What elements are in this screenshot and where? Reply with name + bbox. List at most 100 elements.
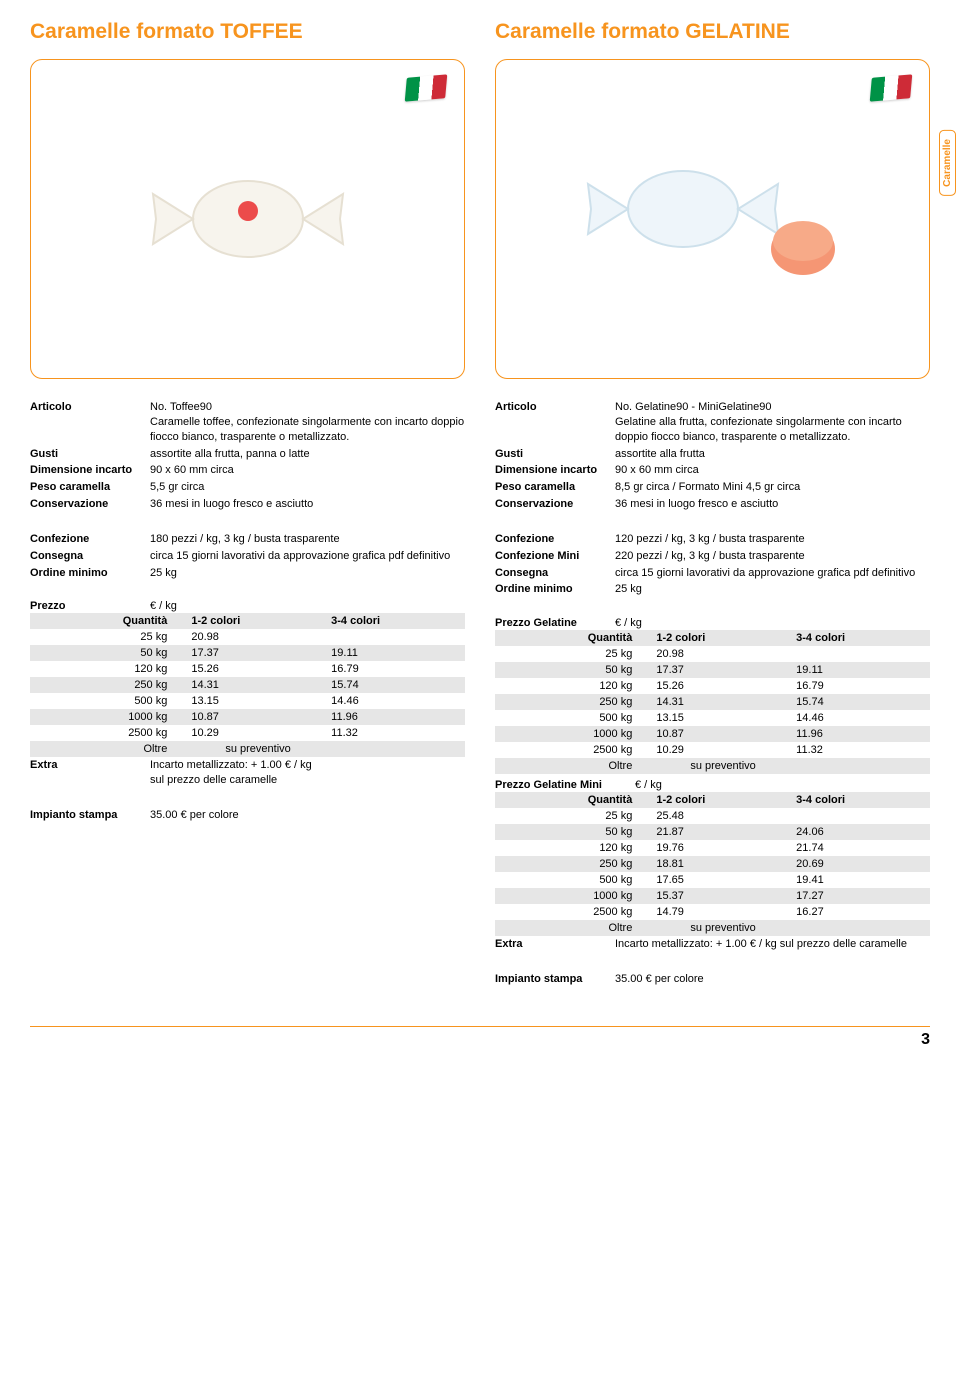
price-34: 14.46 xyxy=(790,710,930,726)
spec-value: 5,5 gr circa xyxy=(150,480,465,495)
price-table-header: 3-4 colori xyxy=(325,613,465,629)
price-34: 11.96 xyxy=(325,709,465,725)
right-price-mini-table: Quantità1-2 colori3-4 colori25 kg25.4850… xyxy=(495,792,930,936)
price-qty: 120 kg xyxy=(30,661,185,677)
spec-label: Conservazione xyxy=(30,497,150,512)
price-12: 10.29 xyxy=(185,725,325,741)
price-table-row: 25 kg20.98 xyxy=(30,629,465,645)
price-table-row: 500 kg17.6519.41 xyxy=(495,872,930,888)
price-12: 15.26 xyxy=(185,661,325,677)
price-table-row: 1000 kg10.8711.96 xyxy=(30,709,465,725)
price-12: 10.87 xyxy=(185,709,325,725)
page-number: 3 xyxy=(30,1026,930,1049)
price-34: 19.11 xyxy=(790,662,930,678)
impianto-label: Impianto stampa xyxy=(495,972,615,987)
spec-row: Confezione180 pezzi / kg, 3 kg / busta t… xyxy=(30,531,465,548)
price-table-header: Quantità xyxy=(495,792,650,808)
price-12: 17.37 xyxy=(650,662,790,678)
price-label: Prezzo xyxy=(30,600,150,612)
spec-value: 180 pezzi / kg, 3 kg / busta trasparente xyxy=(150,532,465,547)
spec-label: Articolo xyxy=(495,400,615,445)
spec-label: Peso caramella xyxy=(495,480,615,495)
price-table-row: 500 kg13.1514.46 xyxy=(495,710,930,726)
spec-label: Consegna xyxy=(30,549,150,564)
price-qty: Oltre xyxy=(495,758,650,774)
spec-row: Dimensione incarto90 x 60 mm circa xyxy=(30,462,465,479)
price-span: su preventivo xyxy=(650,920,930,936)
price-table-header: 1-2 colori xyxy=(185,613,325,629)
price-qty: 250 kg xyxy=(30,677,185,693)
right-specs-secondary: Confezione120 pezzi / kg, 3 kg / busta t… xyxy=(495,531,930,598)
price-table-row: 250 kg14.3115.74 xyxy=(495,694,930,710)
spec-row: ArticoloNo. Toffee90 Caramelle toffee, c… xyxy=(30,399,465,446)
spec-label: Consegna xyxy=(495,566,615,581)
right-product-image-box xyxy=(495,59,930,379)
price-34: 19.11 xyxy=(325,645,465,661)
price-qty: 2500 kg xyxy=(495,742,650,758)
price-34: 20.69 xyxy=(790,856,930,872)
price-qty: 25 kg xyxy=(495,646,650,662)
spec-row: Dimensione incarto90 x 60 mm circa xyxy=(495,462,930,479)
price-34: 11.32 xyxy=(325,725,465,741)
spec-row: Confezione120 pezzi / kg, 3 kg / busta t… xyxy=(495,531,930,548)
spec-value: 25 kg xyxy=(150,566,465,581)
price-table-row: 120 kg15.2616.79 xyxy=(495,678,930,694)
spec-row: Gustiassortite alla frutta xyxy=(495,446,930,463)
impianto-value: 35.00 € per colore xyxy=(615,972,930,987)
spec-value: No. Toffee90 Caramelle toffee, confezion… xyxy=(150,400,465,445)
spec-value: 36 mesi in luogo fresco e asciutto xyxy=(615,497,930,512)
left-specs-primary: ArticoloNo. Toffee90 Caramelle toffee, c… xyxy=(30,399,465,513)
price-qty: 50 kg xyxy=(30,645,185,661)
price-12: 18.81 xyxy=(650,856,790,872)
spec-row: Ordine minimo25 kg xyxy=(30,565,465,582)
spec-value: 36 mesi in luogo fresco e asciutto xyxy=(150,497,465,512)
price-12: 17.65 xyxy=(650,872,790,888)
price-12: 20.98 xyxy=(185,629,325,645)
price-34: 17.27 xyxy=(790,888,930,904)
price-34: 21.74 xyxy=(790,840,930,856)
price-table-header: 3-4 colori xyxy=(790,630,930,646)
price-mini-label: Prezzo Gelatine Mini xyxy=(495,779,635,791)
left-specs-secondary: Confezione180 pezzi / kg, 3 kg / busta t… xyxy=(30,531,465,582)
price-34: 24.06 xyxy=(790,824,930,840)
right-specs-primary: ArticoloNo. Gelatine90 - MiniGelatine90 … xyxy=(495,399,930,513)
price-label: Prezzo Gelatine xyxy=(495,617,615,629)
italy-flag-icon xyxy=(396,68,456,108)
price-12: 10.29 xyxy=(650,742,790,758)
price-table-row: 2500 kg14.7916.27 xyxy=(495,904,930,920)
price-qty: 2500 kg xyxy=(495,904,650,920)
candy-gelatine-icon xyxy=(583,149,843,289)
price-qty: 25 kg xyxy=(30,629,185,645)
spec-value: 220 pezzi / kg, 3 kg / busta trasparente xyxy=(615,549,930,564)
price-table-row: 50 kg21.8724.06 xyxy=(495,824,930,840)
italy-flag-icon xyxy=(861,68,921,108)
spec-label: Articolo xyxy=(30,400,150,445)
price-table-header: Quantità xyxy=(30,613,185,629)
price-34: 19.41 xyxy=(790,872,930,888)
impianto-value: 35.00 € per colore xyxy=(150,808,465,823)
price-34: 11.32 xyxy=(790,742,930,758)
price-span: su preventivo xyxy=(650,758,930,774)
spec-label: Dimensione incarto xyxy=(495,463,615,478)
spec-label: Dimensione incarto xyxy=(30,463,150,478)
price-34: 16.27 xyxy=(790,904,930,920)
spec-label: Gusti xyxy=(495,447,615,462)
price-qty: 2500 kg xyxy=(30,725,185,741)
price-unit: € / kg xyxy=(150,600,465,612)
price-table-row: Oltresu preventivo xyxy=(30,741,465,757)
price-qty: 250 kg xyxy=(495,856,650,872)
price-table-header: 1-2 colori xyxy=(650,792,790,808)
spec-row: Consegnacirca 15 giorni lavorativi da ap… xyxy=(495,565,930,582)
price-mini-unit: € / kg xyxy=(635,779,930,791)
price-12: 14.31 xyxy=(185,677,325,693)
extra-label: Extra xyxy=(30,758,150,788)
price-table-row: 250 kg14.3115.74 xyxy=(30,677,465,693)
spec-label: Ordine minimo xyxy=(30,566,150,581)
spec-label: Conservazione xyxy=(495,497,615,512)
left-price-table: Quantità1-2 colori3-4 colori25 kg20.9850… xyxy=(30,613,465,757)
price-34: 14.46 xyxy=(325,693,465,709)
spec-label: Peso caramella xyxy=(30,480,150,495)
price-table-row: 1000 kg10.8711.96 xyxy=(495,726,930,742)
spec-row: Ordine minimo25 kg xyxy=(495,581,930,598)
price-table-row: 120 kg15.2616.79 xyxy=(30,661,465,677)
